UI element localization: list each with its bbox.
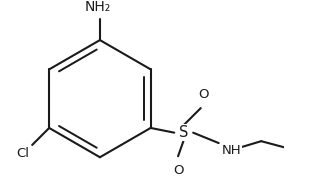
Text: S: S	[179, 125, 188, 140]
Text: NH₂: NH₂	[85, 0, 111, 14]
Text: O: O	[173, 164, 183, 177]
Text: NH: NH	[222, 144, 242, 157]
Text: O: O	[198, 88, 209, 101]
Text: Cl: Cl	[16, 147, 29, 160]
